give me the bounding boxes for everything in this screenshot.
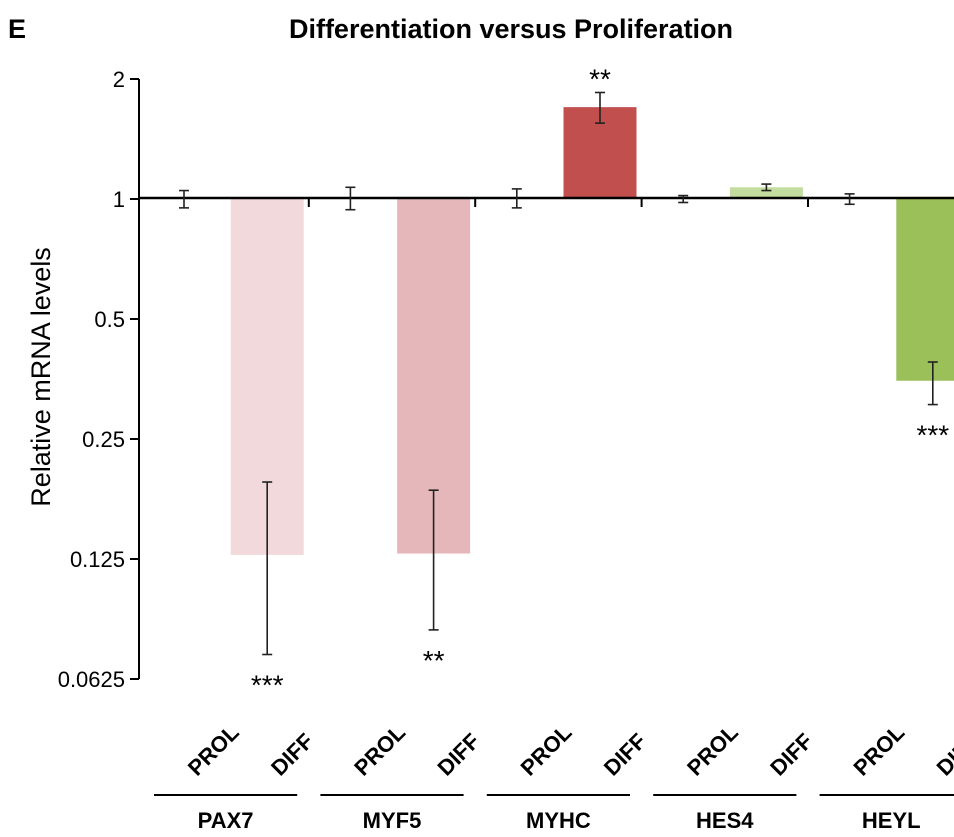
x-condition-label: PROL [183,720,244,781]
x-condition-label: DIFF [266,728,318,780]
error-bars: ********** [179,63,949,701]
y-axis-label: Relative mRNA levels [26,247,56,507]
significance-label: *** [251,670,284,701]
x-group-label: MYHC [526,808,591,833]
bars [230,107,954,555]
significance-label: ** [423,645,445,676]
x-group-label: MYF5 [363,808,422,833]
x-group-label: HEYL [862,808,921,833]
y-tick-label: 1 [113,187,125,212]
y-tick-label: 0.125 [70,547,125,572]
y-tick-label: 2 [113,67,125,92]
chart-title: Differentiation versus Proliferation [289,14,733,44]
significance-label: ** [589,63,611,94]
y-tick-label: 0.5 [94,307,125,332]
bar-heyl-diff [896,199,954,381]
x-condition-label: PROL [516,720,577,781]
x-condition-label: DIFF [599,728,651,780]
x-axis-labels: PROL DIFF PROL DIFF PROL DIFF PROL DIFF PROL DIFF… [154,720,954,833]
x-condition-label: DIFF [432,728,484,780]
x-condition-label: PROL [848,720,909,781]
y-ticks: 2 1 0.5 0.25 0.125 0.0625 [58,67,139,692]
significance-label: *** [916,420,949,451]
y-tick-label: 0.0625 [58,667,125,692]
x-group-label: PAX7 [198,808,254,833]
panel-letter: E [8,14,26,44]
x-condition-label: DIFF [765,728,817,780]
x-group-label: HES4 [696,808,754,833]
y-tick-label: 0.25 [82,427,125,452]
x-condition-label: PROL [349,720,410,781]
x-condition-label: DIFF [932,728,954,780]
x-condition-label: PROL [682,720,743,781]
bar-hes4-diff [729,187,803,199]
